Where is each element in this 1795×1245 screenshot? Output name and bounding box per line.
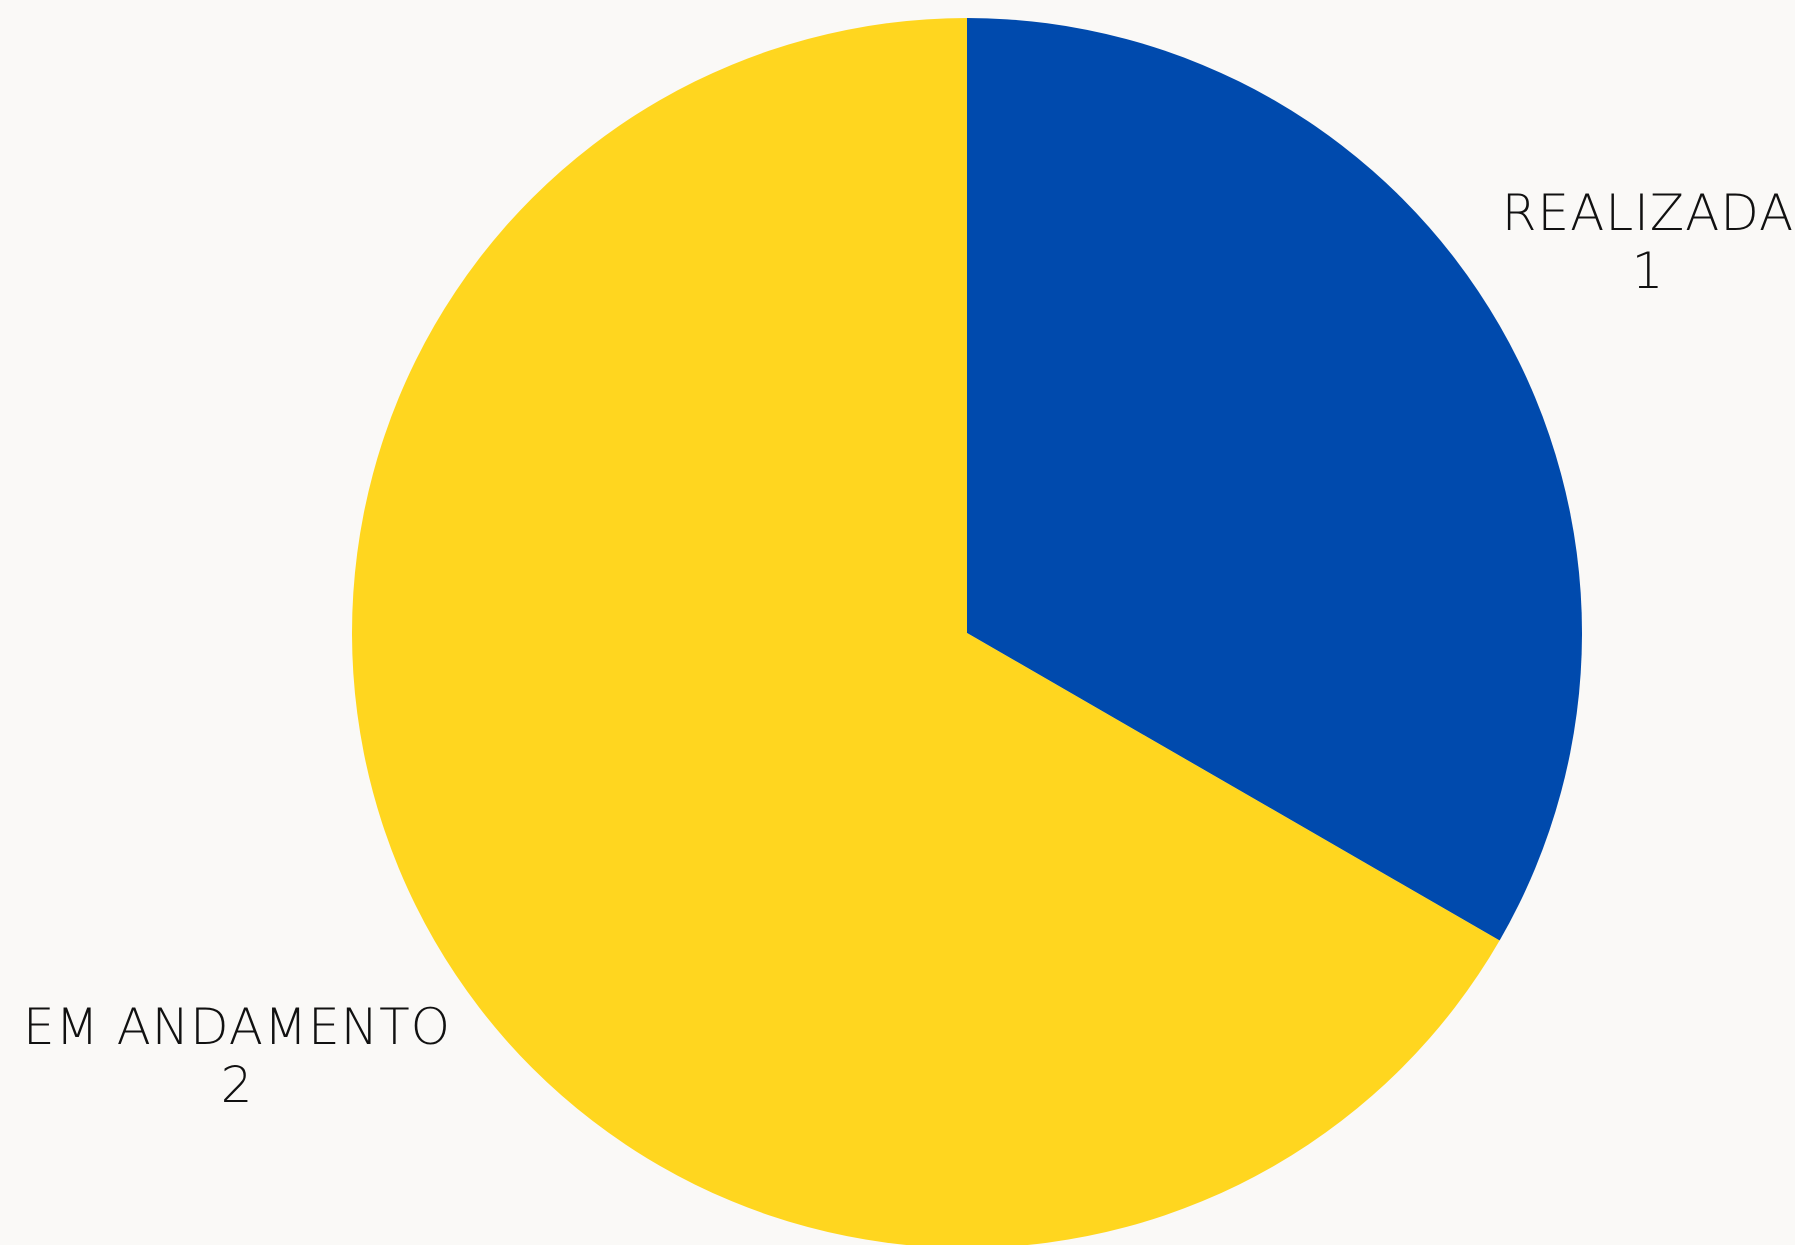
pie-slice-em-andamento [352, 18, 1500, 1245]
slice-label-name: EM ANDAMENTO [23, 998, 451, 1056]
pie-slices [352, 18, 1582, 1245]
slice-label-value: 1 [1632, 242, 1665, 300]
slice-label-name: REALIZADA [1502, 184, 1794, 242]
slice-label-value: 2 [221, 1056, 254, 1114]
pie-slice-realizada [967, 18, 1582, 941]
